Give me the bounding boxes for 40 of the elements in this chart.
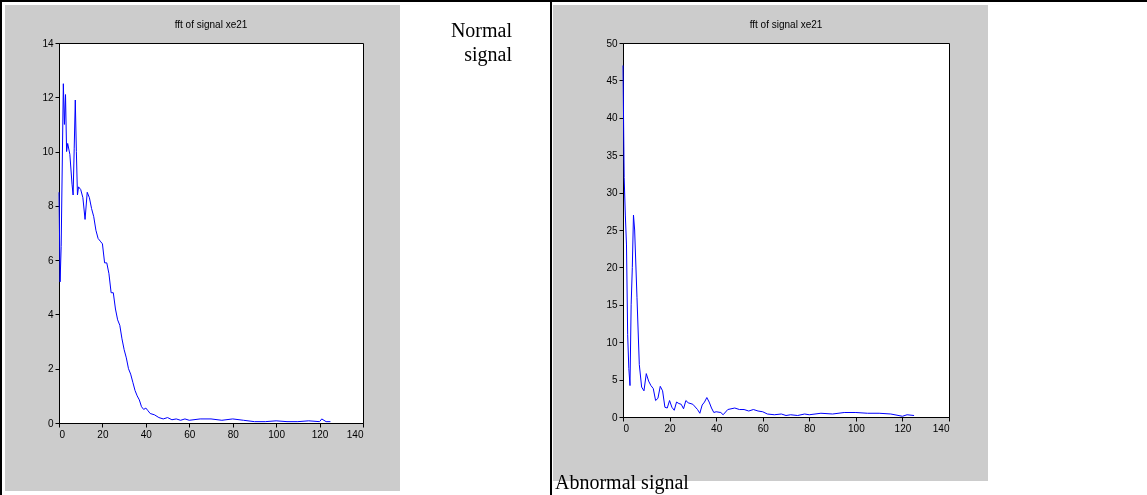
x-tick-label: 120 — [894, 422, 912, 434]
x-tick-label: 0 — [623, 422, 630, 434]
y-tick-label: 0 — [611, 411, 618, 423]
line-series — [58, 83, 331, 423]
chart-title: fft of signal xe21 — [174, 19, 248, 30]
x-tick-label: 40 — [711, 422, 723, 434]
x-tick-label: 140 — [932, 422, 950, 434]
y-tick-label: 40 — [606, 112, 618, 124]
text: Normal signal — [449, 18, 512, 66]
x-tick-label: 0 — [59, 428, 66, 440]
x-tick-label: 100 — [268, 428, 286, 440]
x-tick-label: 60 — [184, 428, 196, 440]
x-tick-label: 120 — [311, 428, 329, 440]
y-tick-label: 50 — [606, 37, 618, 49]
y-tick-label: 15 — [606, 299, 618, 311]
y-tick-label: 25 — [606, 224, 618, 236]
y-tick-label: 4 — [47, 308, 54, 320]
text: Abnormal signal — [555, 470, 689, 494]
x-tick-label: 60 — [757, 422, 770, 434]
x-tick-label: 40 — [140, 428, 153, 440]
y-tick-label: 10 — [606, 336, 618, 348]
y-tick-label: 5 — [611, 374, 618, 386]
x-tick-label: 140 — [346, 428, 364, 440]
y-tick-label: 8 — [47, 200, 54, 212]
line-series — [622, 64, 915, 417]
y-tick-label: 12 — [42, 91, 54, 103]
y-tick-label: 35 — [606, 149, 618, 161]
y-tick-label: 10 — [42, 146, 54, 158]
y-tick-label: 45 — [606, 74, 618, 86]
x-tick-label: 20 — [97, 428, 109, 440]
x-tick-label: 80 — [804, 422, 816, 434]
y-tick-label: 20 — [606, 261, 618, 273]
y-tick-label: 30 — [606, 187, 618, 199]
x-tick-label: 80 — [227, 428, 240, 440]
y-tick-label: 2 — [47, 363, 54, 375]
y-tick-label: 6 — [47, 254, 54, 266]
x-tick-label: 20 — [664, 422, 677, 434]
chart-title: fft of signal xe21 — [749, 19, 823, 30]
x-tick-label: 100 — [848, 422, 866, 434]
y-tick-label: 14 — [42, 37, 54, 49]
